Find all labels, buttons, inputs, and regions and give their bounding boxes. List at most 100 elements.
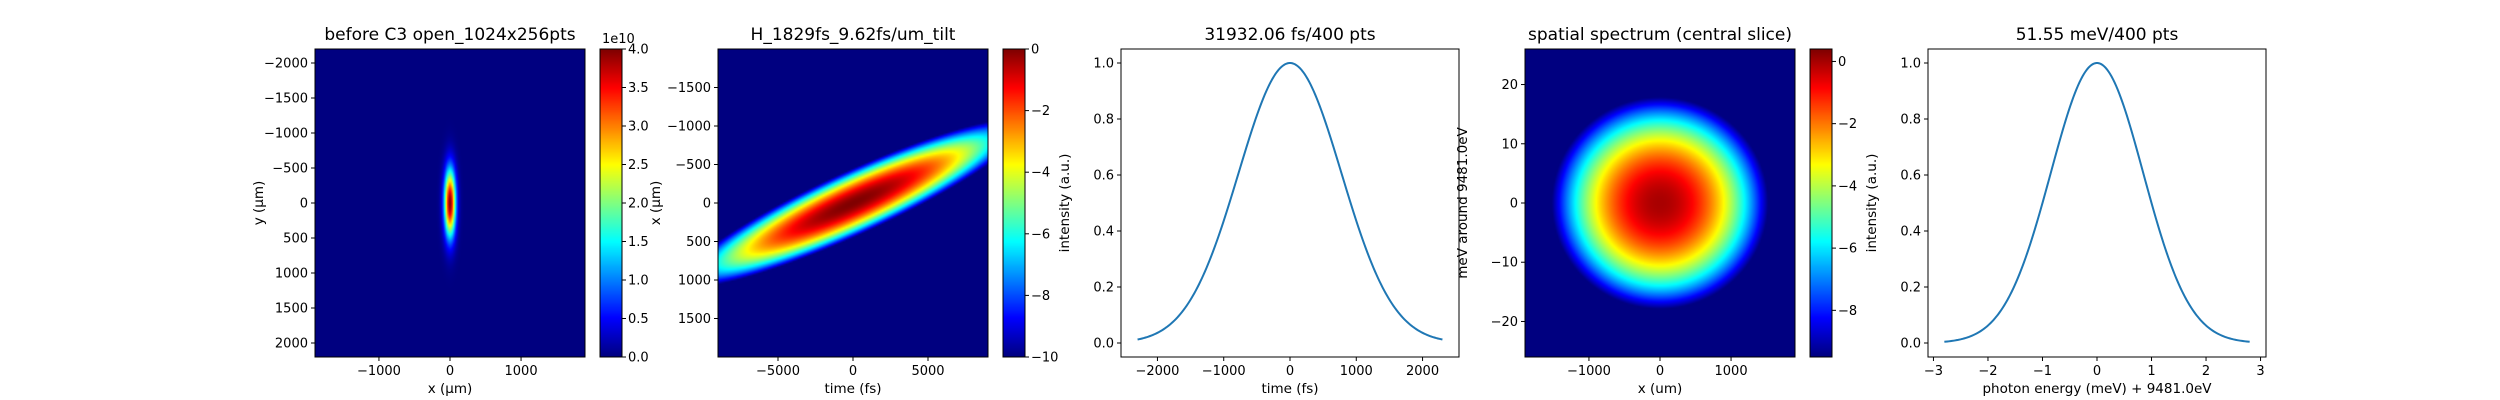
y-tick-label: 0.4 xyxy=(1093,225,1114,240)
x-tick-label: 1000 xyxy=(505,364,538,379)
y-tick-label: −500 xyxy=(272,162,308,177)
y-tick-label: 0.8 xyxy=(1093,113,1114,128)
colorbar-tick-label: −8 xyxy=(1031,289,1050,304)
heatmap-image xyxy=(315,49,585,357)
y-tick-label: −1000 xyxy=(264,127,308,142)
y-tick-label: −1500 xyxy=(264,92,308,107)
x-tick-label: 0 xyxy=(849,364,857,379)
colorbar-tick-label: 0.0 xyxy=(628,351,649,366)
subplot-3: −2000 −1000 0 1000 2000 0.0 0.2 0.4 0.6 0.8 1.0 319… xyxy=(1057,25,1460,397)
series-line xyxy=(1137,62,1443,341)
colorbar-tick-label: −10 xyxy=(1031,351,1058,366)
series-line xyxy=(1944,62,2250,343)
chart-title: spatial spectrum (central slice) xyxy=(1528,25,1792,45)
y-tick-label: −1000 xyxy=(667,120,711,135)
colorbar-tick-label: 2.5 xyxy=(628,158,649,173)
y-tick-label: 0.0 xyxy=(1093,337,1114,352)
y-tick-label: 10 xyxy=(1501,137,1518,152)
y-axis-label: y (μm) xyxy=(251,181,267,226)
x-tick-label: −5000 xyxy=(756,364,800,379)
x-tick-label: −1000 xyxy=(357,364,401,379)
subplot-5: −3 −2 −1 0 1 2 3 0.0 0.2 0.4 0.6 0.8 1.0 51.55 meV/40… xyxy=(1864,25,2267,397)
y-axis-label: intensity (a.u.) xyxy=(1864,154,1880,253)
y-tick-label: 2000 xyxy=(275,337,308,352)
y-tick-label: 0.0 xyxy=(1900,337,1921,352)
colorbar-frame xyxy=(1002,48,1026,358)
x-tick-label: 2 xyxy=(2202,364,2210,379)
chart-title: 51.55 meV/400 pts xyxy=(2016,25,2179,45)
x-tick-label: 0 xyxy=(2093,364,2101,379)
x-tick-label: 0 xyxy=(1286,364,1294,379)
colorbar-offset-label: 1e10 xyxy=(602,32,635,47)
x-tick-label: −2000 xyxy=(1135,364,1179,379)
x-tick-label: 0 xyxy=(1656,364,1664,379)
colorbar-tick-label: 0 xyxy=(1838,55,1846,70)
x-tick-label: −1000 xyxy=(1567,364,1611,379)
x-tick-label: 2000 xyxy=(1406,364,1439,379)
y-tick-label: 0.6 xyxy=(1093,169,1114,184)
y-tick-label: 1.0 xyxy=(1900,57,1921,72)
colorbar-gradient xyxy=(1810,49,1832,357)
y-tick-label: −2000 xyxy=(264,57,308,72)
colorbar-tick-label: 0.5 xyxy=(628,312,649,327)
y-tick-label: 1500 xyxy=(678,312,711,327)
colorbar-tick-label: 0 xyxy=(1031,43,1039,58)
x-axis-label: x (um) xyxy=(1638,381,1683,397)
y-tick-label: 1000 xyxy=(275,267,308,282)
axes-frame xyxy=(1927,48,2267,358)
y-tick-label: 500 xyxy=(686,235,711,250)
colorbar-gradient xyxy=(1003,49,1025,357)
x-tick-label: −3 xyxy=(1924,364,1943,379)
colorbar: 0 −2 −4 −6 −8 −10 xyxy=(1002,43,1058,366)
colorbar-tick-label: −4 xyxy=(1838,179,1857,194)
chart-title: 31932.06 fs/400 pts xyxy=(1204,25,1375,45)
y-tick-label: −1500 xyxy=(667,81,711,96)
y-axis-label: intensity (a.u.) xyxy=(1057,154,1073,253)
y-tick-label: 0.6 xyxy=(1900,169,1921,184)
y-tick-label: 0.2 xyxy=(1093,281,1114,296)
x-axis-label: time (fs) xyxy=(1261,381,1318,397)
y-tick-label: 0 xyxy=(1510,197,1518,212)
x-tick-label: −1 xyxy=(2033,364,2052,379)
colorbar-tick-label: −6 xyxy=(1031,227,1050,242)
x-axis-label: photon energy (meV) + 9481.0eV xyxy=(1982,381,2212,397)
colorbar-tick-label: 3.5 xyxy=(628,81,649,96)
axes-frame xyxy=(1120,48,1460,358)
x-tick-label: −2 xyxy=(1978,364,1997,379)
y-tick-label: 1000 xyxy=(678,274,711,289)
colorbar-gradient xyxy=(600,49,622,357)
colorbar-frame xyxy=(1809,48,1833,358)
x-axis-label: x (μm) xyxy=(428,381,473,397)
x-tick-label: 1000 xyxy=(1715,364,1748,379)
y-axis-label: x (μm) xyxy=(648,181,664,226)
y-tick-label: −20 xyxy=(1491,315,1518,330)
y-tick-label: 1500 xyxy=(275,302,308,317)
y-tick-label: 0.2 xyxy=(1900,281,1921,296)
colorbar-tick-label: −2 xyxy=(1838,117,1857,132)
colorbar-tick-label: 4.0 xyxy=(628,43,649,58)
heatmap-image xyxy=(1525,49,1795,357)
subplot-4: 0 −2 −4 −6 −8 −1000 0 1000 −20 −10 0 10 20 spatial sp… xyxy=(1455,25,1857,397)
subplot-2: 0−2−4−6−8−10−5000 0 5000−1500−1000−5000500… xyxy=(648,25,1058,397)
x-tick-label: 5000 xyxy=(911,364,944,379)
colorbar-tick-label: 3.0 xyxy=(628,120,649,135)
chart-title: H_1829fs_9.62fs/um_tilt xyxy=(751,25,956,45)
y-tick-label: 0 xyxy=(300,197,308,212)
colorbar-tick-label: −8 xyxy=(1838,304,1857,319)
chart-title: before C3 open_1024x256pts xyxy=(324,25,575,45)
y-tick-label: 500 xyxy=(283,232,308,247)
x-tick-label: −1000 xyxy=(1202,364,1246,379)
y-tick-label: 20 xyxy=(1501,78,1518,93)
colorbar-tick-label: −2 xyxy=(1031,104,1050,119)
y-tick-label: −10 xyxy=(1491,256,1518,271)
colorbar: 0 −2 −4 −6 −8 xyxy=(1809,48,1857,358)
y-tick-label: 0.8 xyxy=(1900,113,1921,128)
y-tick-label: 1.0 xyxy=(1093,57,1114,72)
x-tick-label: 1000 xyxy=(1340,364,1373,379)
x-tick-label: 1 xyxy=(2147,364,2155,379)
y-tick-label: 0.4 xyxy=(1900,225,1921,240)
colorbar-tick-label: 2.0 xyxy=(628,197,649,212)
